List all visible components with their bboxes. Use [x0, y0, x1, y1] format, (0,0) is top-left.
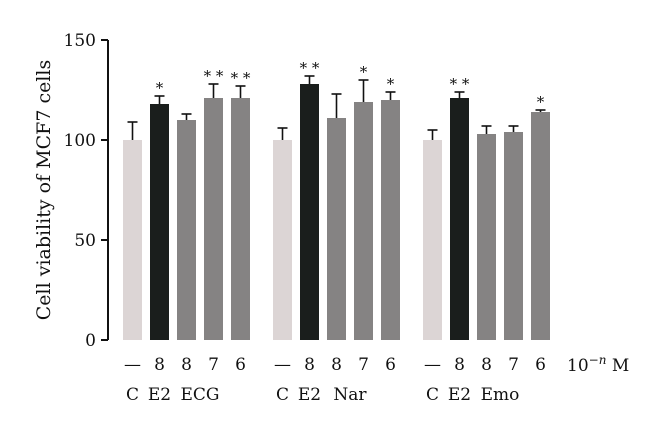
- bar: [477, 134, 496, 340]
- bar: [273, 140, 292, 340]
- bar: [150, 104, 169, 340]
- dose-label: 7: [358, 355, 369, 375]
- bar: [531, 112, 550, 340]
- significance-label: *: [360, 63, 368, 81]
- significance-label: *: [537, 93, 545, 111]
- significance-label: * *: [300, 59, 320, 77]
- dose-label: —: [274, 355, 291, 375]
- bar: [354, 102, 373, 340]
- bar: [231, 98, 250, 340]
- dose-label: 8: [181, 355, 192, 375]
- dose-label: 8: [304, 355, 315, 375]
- condition-label: E2: [448, 385, 471, 405]
- bar: [423, 140, 442, 340]
- condition-label: C: [426, 385, 439, 405]
- bar: [204, 98, 223, 340]
- dose-label: 7: [208, 355, 219, 375]
- y-axis: 0 50 100 150: [64, 31, 109, 351]
- dose-label: 8: [454, 355, 465, 375]
- bar: [300, 84, 319, 340]
- significance-label: * *: [450, 75, 470, 93]
- dose-label: —: [424, 355, 441, 375]
- significance-label: * *: [204, 67, 224, 85]
- bar: [504, 132, 523, 340]
- y-axis-label: Cell viability of MCF7 cells: [33, 60, 55, 321]
- significance-label: *: [156, 79, 164, 97]
- condition-label: Nar: [333, 385, 367, 405]
- condition-label: E2: [298, 385, 321, 405]
- bar: [450, 98, 469, 340]
- dose-unit-label: 10−n M: [567, 353, 629, 376]
- y-tick-label: 150: [64, 31, 96, 51]
- bar: [381, 100, 400, 340]
- condition-label: C: [276, 385, 289, 405]
- dose-label: 8: [481, 355, 492, 375]
- bar: [327, 118, 346, 340]
- dose-label: 8: [331, 355, 342, 375]
- dose-label: 7: [508, 355, 519, 375]
- dose-label: 6: [535, 355, 546, 375]
- condition-label: C: [126, 385, 139, 405]
- bar-series: * * * * * * * * * * * *: [123, 59, 550, 340]
- y-tick-label: 50: [74, 231, 96, 251]
- condition-label: Emo: [481, 385, 520, 405]
- dose-label: 6: [235, 355, 246, 375]
- y-tick-label: 100: [64, 131, 96, 151]
- dose-label: 8: [154, 355, 165, 375]
- dose-label: 6: [385, 355, 396, 375]
- y-tick-label: 0: [85, 331, 96, 351]
- bar: [177, 120, 196, 340]
- condition-label: ECG: [181, 385, 220, 405]
- significance-label: * *: [231, 69, 251, 87]
- dose-label: —: [124, 355, 141, 375]
- significance-label: *: [387, 75, 395, 93]
- bar: [123, 140, 142, 340]
- condition-label: E2: [148, 385, 171, 405]
